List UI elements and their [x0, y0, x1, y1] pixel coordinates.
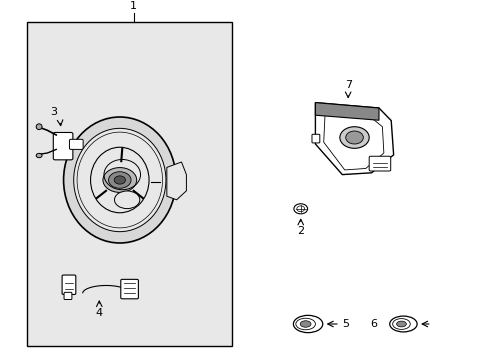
- Ellipse shape: [36, 153, 42, 158]
- Text: 7: 7: [344, 80, 351, 90]
- Circle shape: [102, 167, 136, 192]
- FancyBboxPatch shape: [121, 279, 138, 299]
- Text: 2: 2: [297, 226, 304, 236]
- FancyBboxPatch shape: [27, 22, 232, 346]
- Circle shape: [345, 131, 363, 144]
- FancyBboxPatch shape: [69, 139, 83, 149]
- Ellipse shape: [36, 124, 42, 130]
- Ellipse shape: [396, 321, 406, 327]
- FancyBboxPatch shape: [64, 292, 72, 300]
- Circle shape: [339, 127, 368, 148]
- Ellipse shape: [389, 316, 416, 332]
- Text: 4: 4: [96, 308, 102, 318]
- Polygon shape: [315, 103, 378, 120]
- Text: 6: 6: [369, 319, 376, 329]
- Ellipse shape: [74, 129, 165, 232]
- Ellipse shape: [90, 147, 149, 213]
- Polygon shape: [166, 162, 186, 200]
- Circle shape: [108, 172, 131, 188]
- Text: 5: 5: [342, 319, 348, 329]
- FancyBboxPatch shape: [368, 156, 390, 171]
- Text: 3: 3: [50, 107, 57, 117]
- Circle shape: [114, 176, 125, 184]
- Text: 1: 1: [130, 1, 137, 11]
- Ellipse shape: [114, 191, 140, 209]
- Ellipse shape: [293, 315, 322, 333]
- FancyBboxPatch shape: [311, 134, 319, 143]
- Circle shape: [293, 204, 307, 214]
- FancyBboxPatch shape: [62, 275, 76, 294]
- Ellipse shape: [63, 117, 176, 243]
- Ellipse shape: [300, 321, 310, 327]
- FancyBboxPatch shape: [53, 132, 73, 160]
